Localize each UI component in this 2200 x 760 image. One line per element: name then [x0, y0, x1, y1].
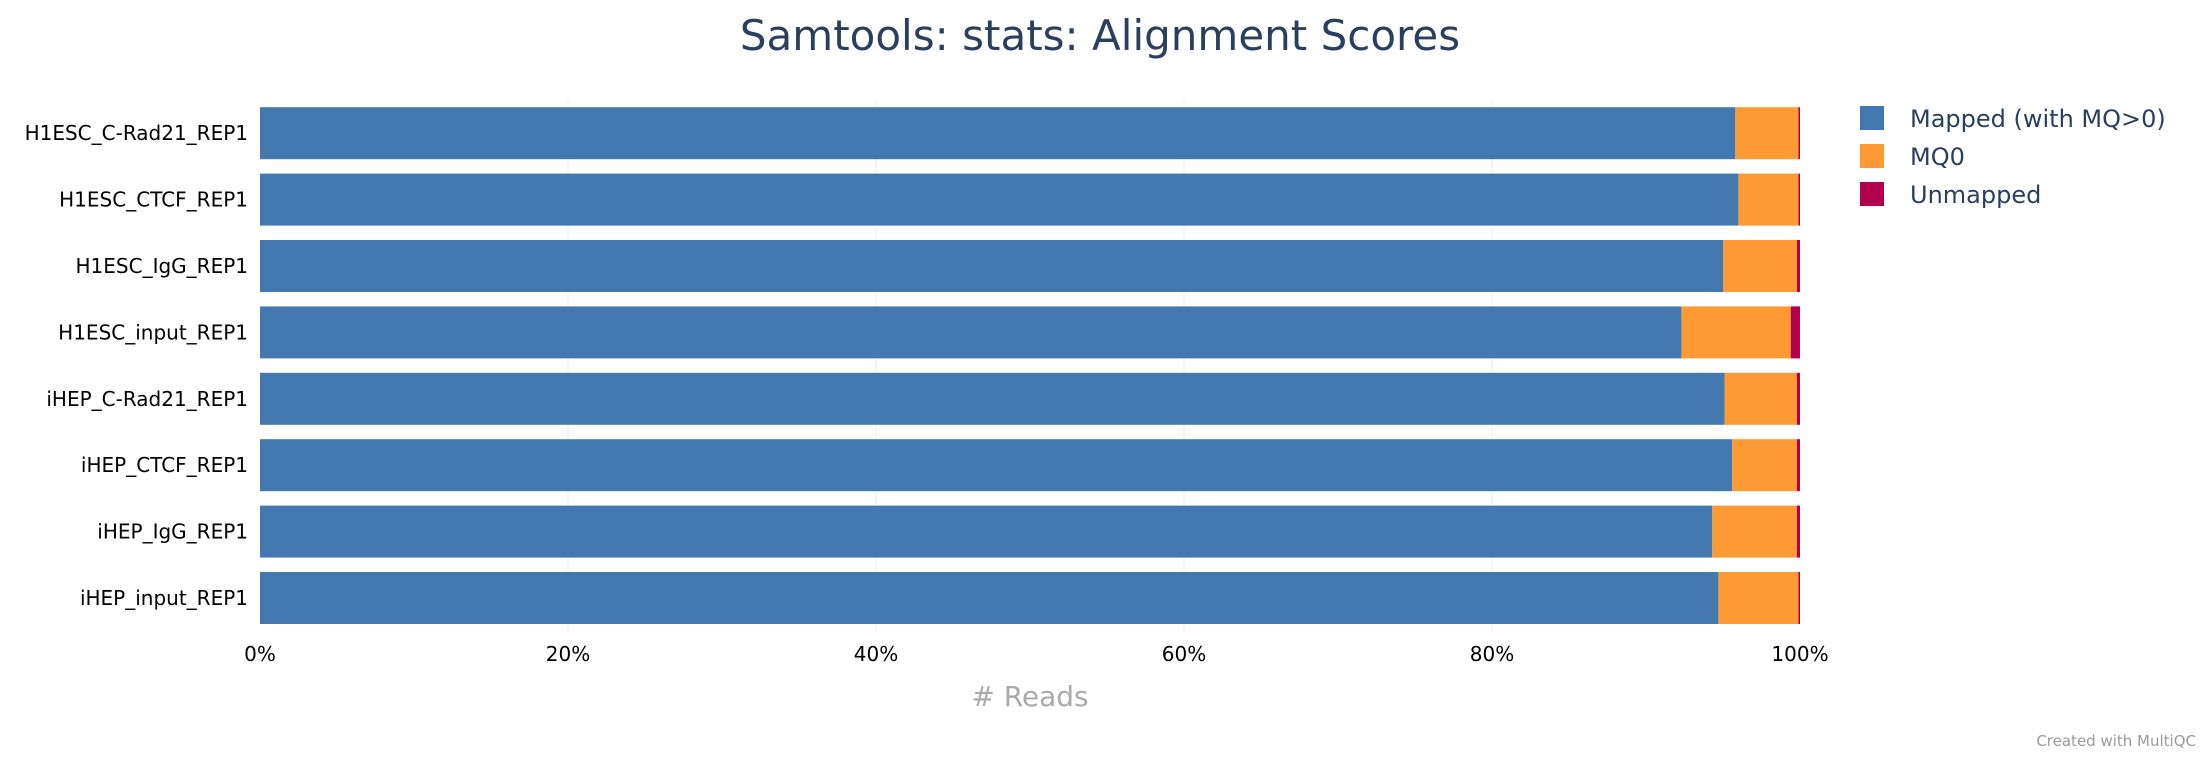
bar-segment[interactable]	[1796, 439, 1800, 492]
category-label: H1ESC_IgG_REP1	[76, 254, 248, 278]
x-tick-label: 100%	[1771, 642, 1828, 666]
bar-segment[interactable]	[260, 372, 1725, 425]
x-tick-label: 20%	[546, 642, 590, 666]
x-axis-title: # Reads	[971, 680, 1088, 713]
bar-segment[interactable]	[1723, 240, 1797, 292]
legend-swatch[interactable]	[1860, 182, 1884, 206]
bar-segment[interactable]	[260, 173, 1739, 226]
bar-segment[interactable]	[260, 572, 1719, 624]
x-tick-label: 80%	[1470, 642, 1514, 666]
bar-segment[interactable]	[1796, 240, 1800, 292]
category-label: iHEP_input_REP1	[80, 586, 248, 610]
multiqc-credit: Created with MultiQC	[2036, 732, 2196, 750]
bar-segment[interactable]	[1798, 107, 1800, 160]
x-tick-label: 40%	[854, 642, 898, 666]
legend-label[interactable]: MQ0	[1910, 143, 1965, 171]
category-label: iHEP_IgG_REP1	[97, 520, 248, 544]
bar-segment[interactable]	[1798, 173, 1800, 226]
bar-segment[interactable]	[1738, 173, 1799, 226]
category-label: H1ESC_CTCF_REP1	[59, 188, 248, 212]
bar-segment[interactable]	[260, 306, 1682, 359]
category-label: iHEP_C-Rad21_REP1	[46, 387, 248, 411]
category-label: H1ESC_C-Rad21_REP1	[25, 121, 248, 145]
bar-segment[interactable]	[260, 107, 1736, 160]
bar-segment[interactable]	[1724, 372, 1797, 425]
bar-segment[interactable]	[1790, 306, 1800, 359]
bar-segment[interactable]	[1735, 107, 1799, 160]
bar-segment[interactable]	[1681, 306, 1791, 359]
bar-segment[interactable]	[260, 439, 1733, 492]
legend-swatch[interactable]	[1860, 106, 1884, 130]
bar-segment[interactable]	[1796, 372, 1800, 425]
legend-label[interactable]: Unmapped	[1910, 181, 2041, 209]
y-axis-labels: H1ESC_C-Rad21_REP1 H1ESC_CTCF_REP1 H1ESC_I…	[25, 121, 248, 610]
category-label: iHEP_CTCF_REP1	[81, 453, 248, 477]
bars	[260, 107, 1800, 624]
category-label: H1ESC_input_REP1	[58, 320, 248, 344]
bar-segment[interactable]	[260, 505, 1713, 558]
chart-title: Samtools: stats: Alignment Scores	[740, 11, 1460, 60]
bar-segment[interactable]	[1796, 505, 1800, 558]
legend-swatch[interactable]	[1860, 144, 1884, 168]
x-axis-labels: 0% 20% 40% 60% 80% 100%	[244, 642, 1828, 666]
legend-label[interactable]: Mapped (with MQ>0)	[1910, 105, 2166, 133]
bar-segment[interactable]	[1718, 572, 1799, 624]
bar-segment[interactable]	[260, 240, 1723, 292]
legend[interactable]: Mapped (with MQ>0) MQ0 Unmapped	[1860, 105, 2166, 209]
bar-segment[interactable]	[1712, 505, 1797, 558]
x-tick-label: 0%	[244, 642, 276, 666]
bar-segment[interactable]	[1798, 572, 1800, 624]
bar-segment[interactable]	[1732, 439, 1797, 492]
x-tick-label: 60%	[1162, 642, 1206, 666]
